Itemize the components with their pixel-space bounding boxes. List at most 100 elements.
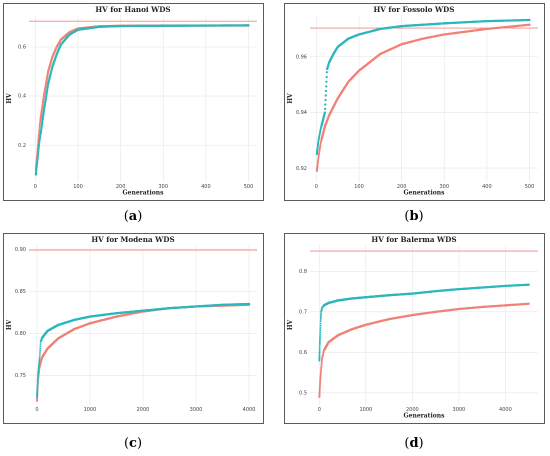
grid-lines	[310, 245, 538, 405]
x-axis-label: Generations	[123, 190, 165, 197]
data-point	[36, 384, 39, 387]
y-tick-label: 0.8	[299, 269, 307, 275]
chart-panel-c: HV for Modena WDS 0 1000 2000 3000 4000 0.75 0.…	[3, 233, 264, 424]
x-tick-label: 0	[318, 407, 321, 413]
data-point	[528, 18, 531, 22]
data-point	[319, 316, 322, 319]
x-tick-label: 500	[525, 184, 535, 190]
data-point	[318, 349, 321, 352]
x-tick-label: 300	[158, 184, 168, 190]
data-point	[319, 329, 322, 332]
chart-title: HV for Fossolo WDS	[374, 5, 455, 14]
data-point	[324, 94, 327, 97]
chart-panel-d: HV for Balerma WDS 0 1000 2000 3000 4000 0.5 0.…	[284, 233, 545, 424]
y-tick-label: 0.6	[18, 45, 26, 51]
data-point	[325, 71, 329, 74]
data-point	[36, 380, 39, 383]
data-point	[37, 133, 40, 135]
chart-title: HV for Hanoi WDS	[95, 5, 170, 14]
y-tick-label: 0.94	[296, 110, 307, 116]
x-tick-label: 3000	[453, 407, 466, 413]
data-point	[318, 340, 321, 343]
x-tick-label: 400	[482, 184, 492, 190]
chart-title: HV for Balerma WDS	[371, 235, 456, 244]
data-point	[38, 140, 41, 143]
x-tick-label: 500	[244, 184, 254, 190]
data-point	[320, 370, 322, 373]
data-point	[325, 75, 328, 79]
y-axis-label: HV	[6, 319, 13, 330]
x-tick-label: 300	[439, 184, 449, 190]
data-point	[37, 134, 40, 137]
data-point	[247, 302, 251, 306]
x-tick-label: 100	[73, 184, 83, 190]
y-tick-label: 0.90	[15, 247, 26, 253]
data-point	[325, 85, 328, 88]
panel-frame	[3, 233, 264, 424]
y-tick-label: 0.6	[299, 350, 307, 356]
grid-lines	[29, 15, 257, 182]
data-point	[320, 368, 323, 371]
data-point	[36, 377, 39, 379]
data-point	[318, 352, 321, 355]
data-point	[319, 333, 322, 336]
chart-panel-b: HV for Fossolo WDS 0 100 200 300 400 500 0.92 0.…	[284, 3, 545, 201]
y-tick-label: 0.75	[15, 373, 26, 379]
y-tick-label: 0.85	[15, 289, 26, 295]
chart-panel-a: HV for Hanoi WDS 0 100 200 300 400 500 0.2 0.4 0.…	[3, 3, 264, 201]
x-tick-label: 200	[116, 184, 126, 190]
data-point	[323, 111, 327, 114]
data-point	[325, 80, 328, 83]
x-tick-label: 1000	[359, 407, 372, 413]
series-2	[318, 283, 530, 362]
x-tick-label: 0	[35, 407, 38, 413]
x-tick-label: 4000	[499, 407, 512, 413]
data-point	[38, 129, 41, 132]
panel-frame	[284, 3, 545, 201]
data-point	[36, 383, 39, 386]
data-point	[319, 381, 322, 384]
panel-frame	[284, 233, 545, 424]
panel-caption: (d)	[404, 436, 423, 451]
y-axis-label: HV	[287, 319, 294, 330]
x-tick-label: 1000	[84, 407, 97, 413]
data-point	[320, 312, 323, 315]
data-point	[319, 320, 322, 322]
y-axis-label: HV	[287, 93, 294, 104]
data-point	[527, 283, 530, 286]
y-tick-label: 0.4	[18, 94, 26, 100]
data-point	[38, 131, 41, 134]
data-point	[38, 128, 41, 130]
data-point	[38, 354, 41, 357]
y-tick-label: 0.7	[299, 310, 307, 316]
data-point	[37, 136, 40, 139]
x-tick-label: 200	[397, 184, 407, 190]
data-point	[318, 343, 321, 346]
data-point	[319, 318, 322, 320]
y-tick-label: 0.92	[296, 166, 307, 172]
data-point	[318, 345, 321, 348]
data-point	[324, 89, 328, 93]
data-point	[39, 343, 42, 345]
x-tick-label: 400	[201, 184, 211, 190]
panel-frame	[3, 3, 264, 201]
data-point	[527, 302, 530, 305]
data-point	[318, 354, 321, 357]
panel-caption: (b)	[404, 209, 423, 224]
data-point	[318, 342, 321, 345]
chart-title: HV for Modena WDS	[91, 235, 174, 244]
data-point	[38, 356, 41, 359]
series-1	[318, 302, 530, 398]
data-point	[323, 107, 327, 111]
x-axis-label: Generations	[404, 413, 446, 420]
x-tick-label: 2000	[137, 407, 150, 413]
data-point	[319, 337, 321, 340]
data-point	[319, 327, 322, 329]
x-tick-label: 100	[354, 184, 364, 190]
panel-caption: (c)	[124, 436, 142, 451]
data-point	[38, 126, 41, 129]
x-tick-label: 0	[34, 184, 37, 190]
data-point	[318, 351, 321, 354]
data-point	[318, 338, 321, 341]
